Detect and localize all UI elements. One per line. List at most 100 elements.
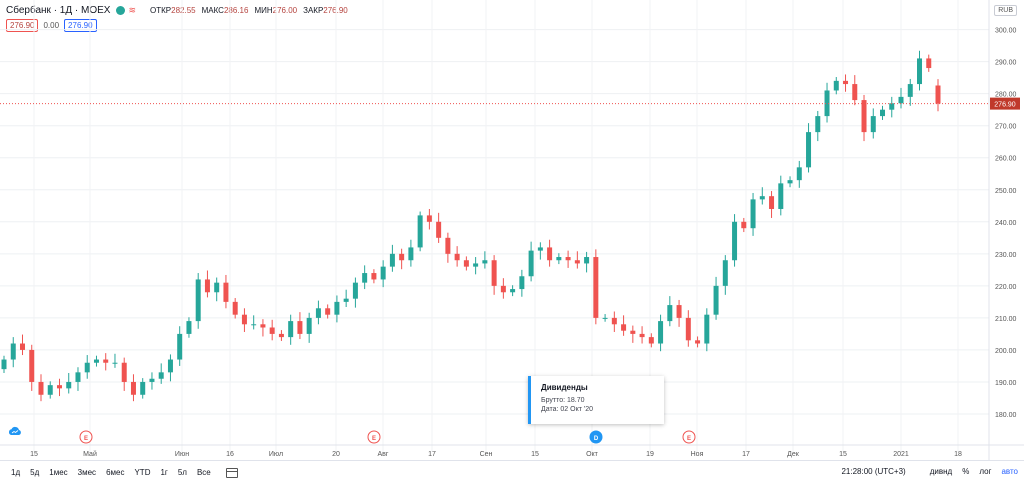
- candle-body: [426, 215, 432, 222]
- period-1d[interactable]: 1д: [11, 468, 21, 477]
- log-toggle[interactable]: лог: [979, 467, 992, 476]
- grid-lines: [0, 0, 989, 452]
- candle-body: [362, 273, 368, 283]
- candle-body: [806, 132, 812, 168]
- chart-style-icon[interactable]: ≋: [128, 5, 137, 15]
- candle-body: [667, 305, 673, 322]
- currency-label[interactable]: RUB: [994, 5, 1017, 16]
- candle-body: [482, 260, 488, 264]
- y-tick-label: 240.00: [995, 220, 1017, 227]
- candle-body: [574, 260, 580, 264]
- low-value: 276.00: [272, 6, 298, 15]
- calendar-icon[interactable]: [225, 467, 238, 478]
- candle-body: [713, 285, 719, 315]
- candle-body: [463, 260, 469, 267]
- x-tick-label: 20: [332, 451, 340, 458]
- chart-header: Сбербанк · 1Д · MOEX ≋ ОТКР282.55 МАКС28…: [0, 0, 990, 36]
- candle-body: [759, 196, 765, 200]
- candle-body: [732, 221, 738, 261]
- period-3m[interactable]: 3мес: [77, 468, 97, 477]
- candle-body: [297, 321, 303, 334]
- earnings-marker[interactable]: [682, 430, 696, 444]
- buy-price-button[interactable]: 276.90: [64, 19, 97, 32]
- candle-body: [861, 100, 867, 133]
- candle-body: [186, 321, 192, 334]
- period-5y[interactable]: 5л: [177, 468, 187, 477]
- percent-toggle[interactable]: %: [962, 467, 970, 476]
- candle-body: [158, 372, 164, 379]
- earnings-marker[interactable]: [79, 430, 93, 444]
- candle-body: [223, 282, 229, 302]
- candle-body: [306, 317, 312, 334]
- x-tick-label: 19: [646, 451, 654, 458]
- candle-body: [741, 221, 747, 229]
- candle-body: [75, 372, 81, 382]
- earnings-marker-label: E: [372, 436, 376, 442]
- candle-body: [722, 260, 728, 286]
- dividend-marker[interactable]: [589, 430, 603, 444]
- clock-time[interactable]: 21:28:00 (UTC+3): [841, 467, 906, 476]
- candle-body: [84, 362, 90, 373]
- trade-price-row: 276.90 0.00 276.90: [6, 19, 97, 32]
- candle-body: [833, 80, 839, 91]
- candle-body: [251, 324, 257, 326]
- candle-body: [19, 343, 25, 350]
- last-price-label: 276.90: [994, 102, 1016, 109]
- earnings-marker-label: E: [84, 436, 88, 442]
- candle-body: [130, 381, 136, 395]
- candle-body: [140, 381, 146, 395]
- y-tick-label: 300.00: [995, 28, 1017, 35]
- x-tick-label: Ноя: [691, 451, 704, 458]
- candle-body: [93, 359, 99, 363]
- candle-body: [778, 183, 784, 209]
- candle-body: [870, 116, 876, 133]
- y-tick-label: 250.00: [995, 188, 1017, 195]
- period-6m[interactable]: 6мес: [106, 468, 125, 477]
- candle-body: [334, 301, 340, 315]
- period-1m[interactable]: 1мес: [49, 468, 68, 477]
- candle-body: [241, 314, 247, 325]
- candle-body: [260, 324, 266, 328]
- candle-body: [10, 343, 16, 360]
- candle-body: [556, 257, 562, 261]
- candle-body: [602, 317, 608, 319]
- period-all[interactable]: Все: [196, 468, 211, 477]
- candle-body: [399, 253, 405, 261]
- candle-body: [611, 317, 617, 325]
- candle-body: [38, 381, 44, 395]
- candle-body: [519, 276, 525, 290]
- spread-value: 0.00: [43, 21, 60, 30]
- candle-body: [315, 308, 321, 318]
- candle-body: [454, 253, 460, 261]
- y-tick-label: 200.00: [995, 348, 1017, 355]
- candle-body: [926, 58, 932, 69]
- sell-price-button[interactable]: 276.90: [6, 19, 39, 32]
- y-tick-label: 220.00: [995, 284, 1017, 291]
- tradingview-cloud-icon[interactable]: [8, 426, 22, 436]
- candle-body: [565, 257, 571, 261]
- symbol-title[interactable]: Сбербанк · 1Д · MOEX: [6, 5, 111, 16]
- candle-body: [167, 359, 173, 373]
- auto-toggle[interactable]: авто: [1001, 467, 1018, 476]
- candle-body: [149, 378, 155, 382]
- candle-body: [195, 279, 201, 322]
- candle-body: [445, 237, 451, 254]
- period-ytd[interactable]: YTD: [134, 468, 151, 477]
- period-5d[interactable]: 5д: [30, 468, 40, 477]
- market-status-icon: [116, 6, 126, 15]
- dividend-tooltip: Дивиденды Брутто: 18.70 Дата: 02 Окт '20: [528, 376, 664, 424]
- candle-body: [880, 109, 886, 117]
- period-1y[interactable]: 1г: [160, 468, 168, 477]
- candle-body: [408, 247, 414, 261]
- candle-body: [121, 362, 127, 382]
- y-tick-label: 210.00: [995, 316, 1017, 323]
- candle-body: [630, 330, 636, 334]
- candle-body: [769, 196, 775, 209]
- earnings-marker[interactable]: [367, 430, 381, 444]
- x-tick-label: 18: [954, 451, 962, 458]
- y-tick-label: 190.00: [995, 380, 1017, 387]
- x-tick-label: Окт: [586, 451, 599, 458]
- price-chart[interactable]: 180.00190.00200.00210.00220.00230.00240.…: [0, 0, 1024, 460]
- candle-body: [695, 340, 701, 344]
- dividends-toggle[interactable]: дивнд: [929, 467, 953, 476]
